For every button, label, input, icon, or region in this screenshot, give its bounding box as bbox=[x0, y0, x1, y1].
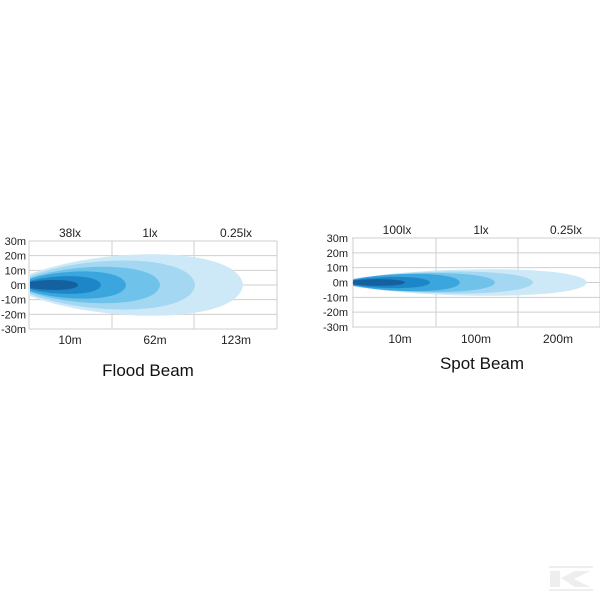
y-tick-label: -30m bbox=[323, 322, 348, 334]
spot-beam-chart: 30m 20m 10m 0m -10m -20m -30m 10m 100m 200m 100lx 1… bbox=[323, 223, 600, 373]
distance-label: 200m bbox=[543, 332, 573, 346]
y-tick-label: 30m bbox=[5, 236, 26, 248]
flood-beam-chart: 30m 20m 10m 0m -10m -20m -30m 10m 62m 123m 38lx 1lx… bbox=[1, 226, 278, 380]
lux-label: 1lx bbox=[142, 226, 157, 240]
distance-label: 10m bbox=[388, 332, 411, 346]
y-tick-label: 10m bbox=[5, 265, 26, 277]
lux-label: 0.25lx bbox=[550, 223, 582, 237]
lux-label: 1lx bbox=[473, 223, 488, 237]
y-tick-label: 30m bbox=[327, 233, 348, 245]
distance-label: 100m bbox=[461, 332, 491, 346]
lux-label: 100lx bbox=[383, 223, 412, 237]
y-tick-label: -20m bbox=[323, 307, 348, 319]
y-tick-label: 20m bbox=[5, 251, 26, 263]
y-tick-label: -30m bbox=[1, 324, 26, 336]
lux-label: 0.25lx bbox=[220, 226, 252, 240]
y-tick-label: -10m bbox=[323, 292, 348, 304]
distance-label: 123m bbox=[221, 333, 251, 347]
beam-zone-6 bbox=[30, 280, 78, 290]
y-tick-label: 0m bbox=[333, 278, 348, 290]
y-tick-label: 0m bbox=[11, 280, 26, 292]
y-tick-label: 20m bbox=[327, 248, 348, 260]
y-tick-label: -20m bbox=[1, 309, 26, 321]
chart-title: Spot Beam bbox=[440, 354, 524, 373]
y-tick-label: -10m bbox=[1, 295, 26, 307]
logo-watermark bbox=[549, 566, 593, 591]
lux-label: 38lx bbox=[59, 226, 81, 240]
distance-label: 62m bbox=[143, 333, 166, 347]
y-tick-label: 10m bbox=[327, 263, 348, 275]
beam-zone-6 bbox=[353, 279, 405, 286]
chart-title: Flood Beam bbox=[102, 361, 194, 380]
distance-label: 10m bbox=[58, 333, 81, 347]
